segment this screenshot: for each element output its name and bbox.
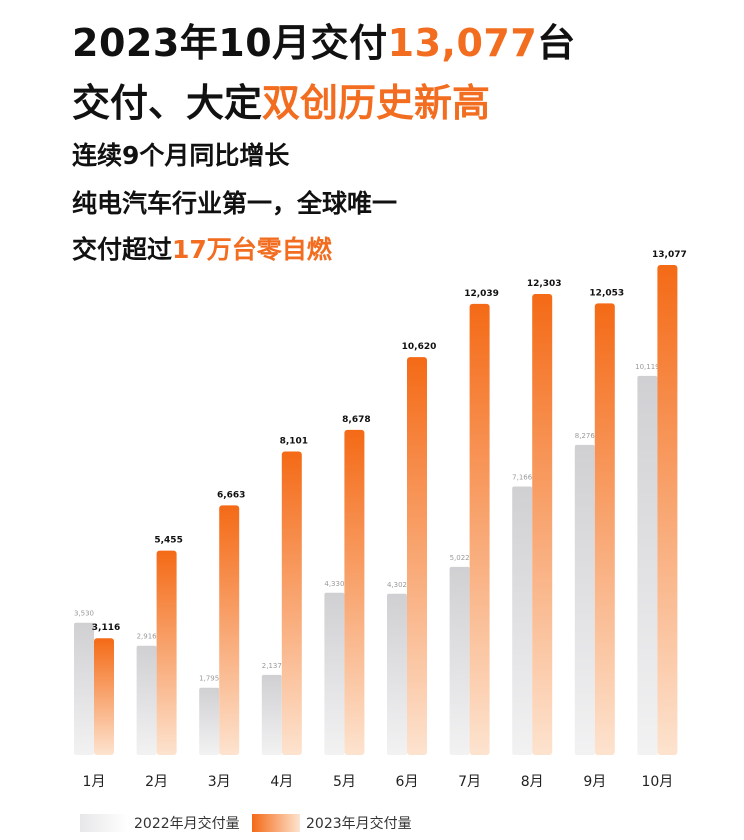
label-2023-1: 3,116 — [92, 623, 120, 633]
label-2022-4: 2,137 — [262, 662, 282, 670]
headline-line-2: 交付、大定双创历史新高 — [72, 72, 490, 127]
x-tick-label-10: 10月 — [641, 774, 673, 790]
x-tick-label-4: 4月 — [270, 774, 293, 790]
label-2022-8: 7,166 — [512, 473, 533, 481]
bar-2022-10 — [637, 375, 658, 755]
subhead-3-highlight: 17万台零自燃 — [172, 235, 332, 264]
bar-2022-5 — [324, 592, 345, 755]
legend-swatch-2022 — [80, 814, 128, 832]
bar-2023-4 — [281, 451, 302, 755]
headline-2-highlight: 双创历史新高 — [262, 81, 491, 125]
headline-1-highlight: 13,077 — [387, 21, 538, 65]
bar-2022-2 — [136, 645, 157, 755]
headline-1-suffix: 台 — [537, 21, 576, 65]
x-tick-label-2: 2月 — [145, 774, 168, 790]
label-2023-3: 6,663 — [217, 490, 245, 500]
legend-item-2022: 2022年月交付量 — [80, 810, 240, 836]
bar-2023-9 — [594, 303, 615, 755]
bar-2023-10 — [657, 265, 678, 755]
legend-swatch-2023 — [252, 814, 300, 832]
label-2023-2: 5,455 — [154, 536, 182, 546]
bar-2023-2 — [156, 550, 177, 755]
bar-2023-5 — [344, 429, 365, 755]
bar-2023-3 — [219, 505, 240, 755]
headline-2-prefix: 交付、大定 — [72, 81, 263, 125]
label-2022-9: 8,276 — [575, 432, 596, 440]
label-2022-3: 1,795 — [199, 675, 219, 683]
x-tick-label-3: 3月 — [208, 774, 231, 790]
delivery-bar-chart: 3,530 3,116 1月 2,916 5,455 2月 1,795 6,663 3月 2,13… — [74, 250, 687, 790]
subhead-3-prefix: 交付超过 — [72, 235, 173, 264]
label-2023-6: 10,620 — [402, 342, 437, 352]
subhead-2: 纯电汽车行业第一，全球唯一 — [72, 189, 398, 218]
x-tick-label-8: 8月 — [521, 774, 544, 790]
legend-label-2022: 2022年月交付量 — [134, 816, 240, 832]
x-tick-label-5: 5月 — [333, 774, 356, 790]
bar-2023-8 — [532, 294, 553, 755]
bar-2023-6 — [407, 357, 427, 755]
bar-2022-6 — [387, 593, 407, 755]
label-2023-7: 12,039 — [464, 289, 499, 299]
label-2023-8: 12,303 — [527, 279, 562, 289]
label-2022-6: 4,302 — [387, 581, 407, 589]
label-2022-2: 2,916 — [137, 633, 158, 641]
x-tick-label-9: 9月 — [583, 774, 606, 790]
label-2022-1: 3,530 — [74, 610, 94, 618]
label-2023-10: 13,077 — [652, 250, 687, 260]
headline-line-1: 2023年10月交付13,077台 — [72, 12, 576, 67]
label-2023-9: 12,053 — [589, 288, 624, 298]
x-tick-label-6: 6月 — [396, 774, 419, 790]
label-2022-7: 5,022 — [450, 554, 470, 562]
bar-2022-3 — [199, 687, 220, 755]
label-2023-4: 8,101 — [280, 436, 308, 446]
label-2022-10: 10,119 — [635, 363, 660, 371]
headline-1-prefix: 2023年10月交付 — [72, 21, 388, 65]
x-tick-label-7: 7月 — [458, 774, 481, 790]
bar-2023-7 — [469, 303, 490, 755]
legend-label-2023: 2023年月交付量 — [306, 816, 412, 832]
label-2023-5: 8,678 — [342, 415, 370, 425]
bar-2022-1 — [74, 622, 94, 755]
bar-2022-8 — [512, 486, 533, 755]
label-2022-5: 4,330 — [324, 580, 344, 588]
subhead-3: 交付超过17万台零自燃 — [72, 230, 332, 266]
bar-2023-1 — [94, 638, 114, 755]
subhead-1: 连续9个月同比增长 — [72, 141, 290, 170]
bar-2022-7 — [449, 566, 470, 755]
bar-2022-9 — [574, 444, 595, 755]
bar-2022-4 — [261, 674, 282, 755]
x-tick-label-1: 1月 — [83, 774, 106, 790]
legend-item-2023: 2023年月交付量 — [252, 810, 412, 836]
